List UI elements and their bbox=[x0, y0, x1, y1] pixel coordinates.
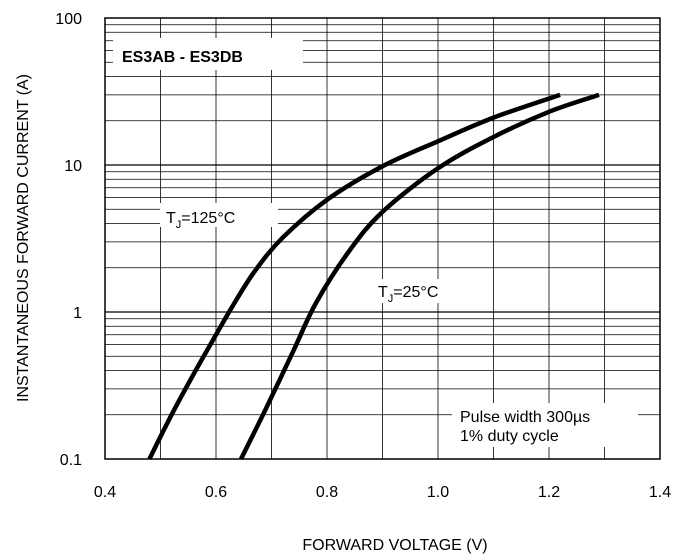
x-tick-label: 1.4 bbox=[649, 484, 671, 501]
grid bbox=[105, 18, 660, 459]
y-tick-label: 1 bbox=[73, 305, 82, 322]
x-axis-label: FORWARD VOLTAGE (V) bbox=[302, 537, 487, 554]
x-tick-label: 1.0 bbox=[427, 484, 449, 501]
plot-frame bbox=[104, 17, 661, 460]
svg-text:TJ=25°C: TJ=25°C bbox=[378, 284, 438, 305]
series-label-125c-main: T bbox=[166, 210, 176, 227]
y-axis-ticks: 0.1 1 10 100 bbox=[55, 11, 82, 469]
y-tick-label: 100 bbox=[55, 11, 82, 28]
series-label-125c-sub: J bbox=[176, 219, 182, 231]
y-axis-label: INSTANTANEOUS FORWARD CURRENT (A) bbox=[15, 74, 32, 402]
pulse-annotation: Pulse width 300µs 1% duty cycle bbox=[452, 403, 638, 447]
pulse-annotation-line-1: Pulse width 300µs bbox=[460, 409, 590, 426]
x-tick-label: 0.8 bbox=[316, 484, 338, 501]
x-tick-label: 0.6 bbox=[205, 484, 227, 501]
x-axis-ticks: 0.4 0.6 0.8 1.0 1.2 1.4 bbox=[94, 484, 671, 501]
svg-text:TJ=125°C: TJ=125°C bbox=[166, 210, 235, 231]
series-line-0 bbox=[147, 92, 561, 461]
series-label-25c: TJ=25°C bbox=[372, 279, 460, 305]
pulse-annotation-line-2: 1% duty cycle bbox=[460, 428, 559, 445]
series-label-125c-rest: =125°C bbox=[181, 210, 235, 227]
chart-title: ES3AB - ES3DB bbox=[122, 49, 243, 66]
series-label-25c-rest: =25°C bbox=[393, 284, 438, 301]
x-tick-label: 0.4 bbox=[94, 484, 116, 501]
x-tick-label: 1.2 bbox=[538, 484, 560, 501]
series-line-1 bbox=[238, 92, 600, 460]
title-box-background bbox=[113, 38, 303, 70]
curves bbox=[147, 92, 600, 461]
series-label-25c-main: T bbox=[378, 284, 388, 301]
y-tick-label: 0.1 bbox=[60, 452, 82, 469]
y-tick-label: 10 bbox=[64, 158, 82, 175]
series-label-125c: TJ=125°C bbox=[160, 203, 278, 231]
series-label-25c-sub: J bbox=[388, 293, 394, 305]
